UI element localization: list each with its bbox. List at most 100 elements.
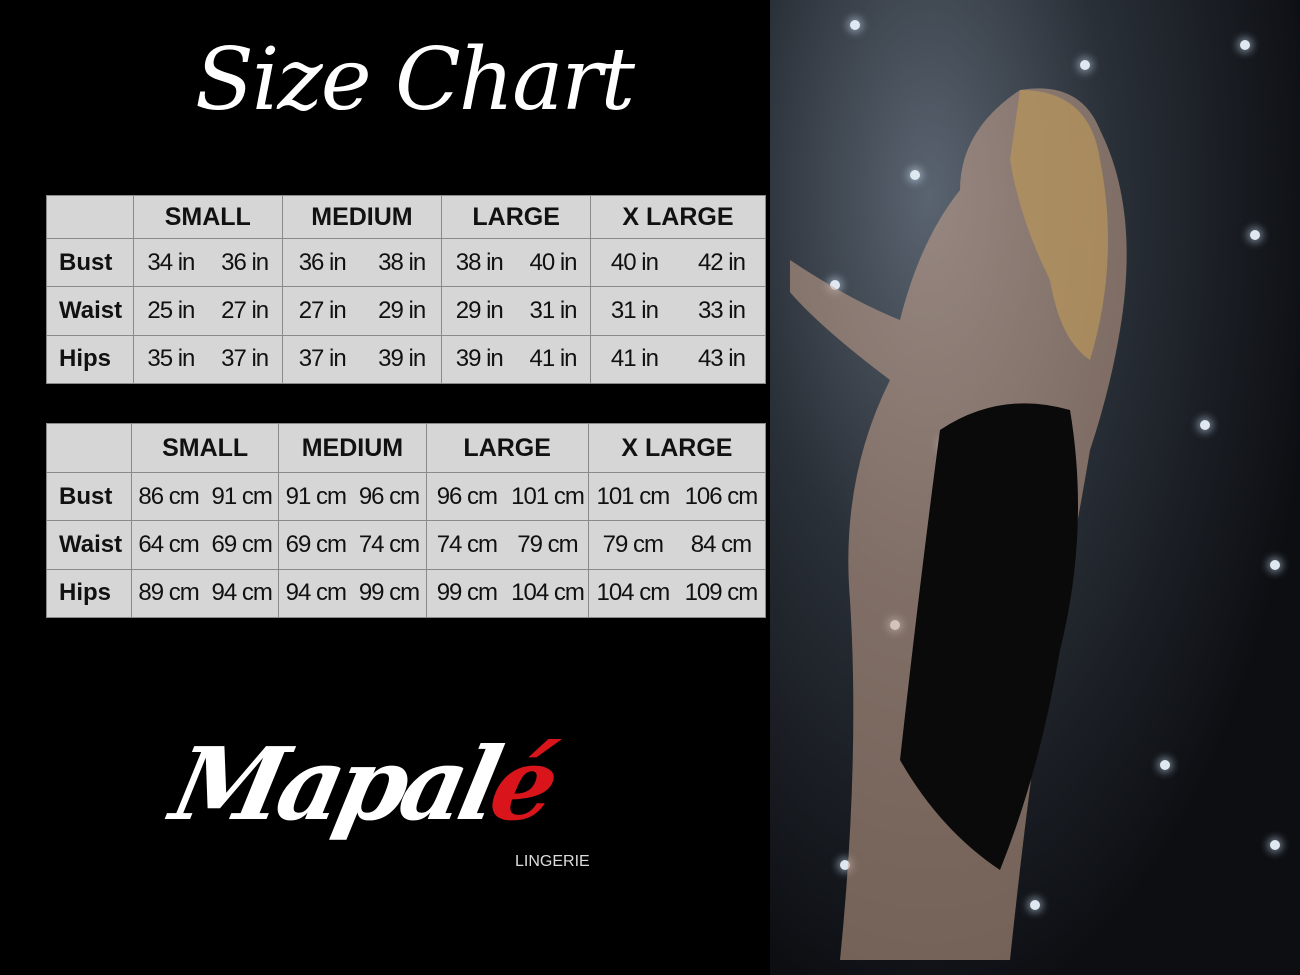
range-min: 79 cm bbox=[602, 530, 664, 558]
range-min: 89 cm bbox=[138, 579, 199, 607]
range-max: 38 in bbox=[378, 248, 426, 276]
model-photo bbox=[770, 0, 1300, 975]
size-range-cell: 94 cm 99 cm bbox=[278, 568, 427, 619]
range-min: 38 in bbox=[455, 248, 504, 276]
measure-label: Bust bbox=[46, 471, 132, 522]
tufted-button-decoration bbox=[830, 280, 840, 290]
logo-subtitle: LINGERIE bbox=[515, 853, 590, 870]
tufted-button-decoration bbox=[1030, 900, 1040, 910]
size-range-cell: 74 cm 79 cm bbox=[425, 520, 589, 570]
range-max: 31 in bbox=[529, 296, 577, 324]
range-min: 91 cm bbox=[285, 482, 347, 510]
range-max: 91 cm bbox=[211, 482, 273, 510]
range-min: 29 in bbox=[455, 296, 504, 324]
range-min: 37 in bbox=[298, 345, 347, 373]
size-range-cell: 104 cm 109 cm bbox=[587, 568, 767, 619]
measure-label: Waist bbox=[46, 286, 134, 336]
size-range-cell: 69 cm 74 cm bbox=[278, 520, 427, 570]
tufted-button-decoration bbox=[1270, 560, 1280, 570]
tufted-button-decoration bbox=[1250, 230, 1260, 240]
range-min: 104 cm bbox=[596, 579, 670, 607]
range-min: 99 cm bbox=[436, 579, 498, 607]
size-range-cell: 31 in 33 in bbox=[589, 286, 767, 336]
header-size: X LARGE bbox=[589, 195, 767, 239]
size-range-cell: 36 in 38 in bbox=[281, 237, 443, 288]
range-min: 34 in bbox=[147, 248, 195, 276]
size-range-cell: 34 in 36 in bbox=[133, 237, 283, 288]
table-row: Bust 86 cm 91 cm 91 cm 96 cm 96 cm 101 cm 101 c… bbox=[46, 471, 767, 522]
table-row: Hips 35 in 37 in 37 in 39 in 39 in 41 in 41 in 4… bbox=[46, 334, 767, 385]
range-max: 106 cm bbox=[684, 482, 759, 510]
range-max: 101 cm bbox=[511, 482, 585, 510]
range-max: 33 in bbox=[697, 296, 746, 324]
range-min: 35 in bbox=[147, 345, 195, 373]
size-range-cell: 40 in 42 in bbox=[589, 237, 767, 288]
header-size: LARGE bbox=[425, 423, 589, 473]
range-min: 40 in bbox=[610, 248, 659, 276]
range-max: 29 in bbox=[378, 296, 426, 324]
model-silhouette bbox=[790, 88, 1127, 960]
header-size: SMALL bbox=[133, 195, 283, 239]
range-min: 69 cm bbox=[285, 530, 347, 558]
range-min: 86 cm bbox=[138, 482, 199, 510]
tufted-button-decoration bbox=[1240, 40, 1250, 50]
range-max: 27 in bbox=[221, 296, 269, 324]
range-max: 42 in bbox=[697, 248, 746, 276]
logo-wordmark: Mapalé bbox=[162, 725, 564, 843]
size-table-cm: SMALL MEDIUM LARGE X LARGE Bust 86 cm 91 cm 91 … bbox=[46, 423, 767, 619]
header-size: MEDIUM bbox=[278, 423, 427, 473]
range-min: 101 cm bbox=[596, 482, 670, 510]
range-max: 39 in bbox=[378, 345, 426, 373]
range-min: 25 in bbox=[147, 296, 195, 324]
range-min: 96 cm bbox=[436, 482, 498, 510]
range-max: 84 cm bbox=[690, 530, 752, 558]
size-range-cell: 86 cm 91 cm bbox=[130, 471, 280, 522]
size-range-cell: 25 in 27 in bbox=[133, 286, 283, 336]
tufted-button-decoration bbox=[1200, 420, 1210, 430]
range-max: 43 in bbox=[697, 345, 746, 373]
size-range-cell: 79 cm 84 cm bbox=[587, 520, 767, 570]
range-max: 109 cm bbox=[684, 579, 759, 607]
range-max: 69 cm bbox=[211, 530, 273, 558]
range-min: 39 in bbox=[455, 345, 504, 373]
header-size: LARGE bbox=[441, 195, 591, 239]
table-row: Waist 64 cm 69 cm 69 cm 74 cm 74 cm 79 cm 79 cm… bbox=[46, 520, 767, 570]
range-max: 99 cm bbox=[358, 579, 420, 607]
range-max: 94 cm bbox=[211, 579, 273, 607]
measure-label: Waist bbox=[46, 520, 132, 570]
range-max: 74 cm bbox=[358, 530, 420, 558]
header-size: X LARGE bbox=[587, 423, 767, 473]
range-min: 36 in bbox=[298, 248, 347, 276]
page-title: Size Chart bbox=[195, 30, 635, 130]
table-header-row: SMALL MEDIUM LARGE X LARGE bbox=[46, 195, 767, 239]
table-header-row: SMALL MEDIUM LARGE X LARGE bbox=[46, 423, 767, 473]
table-row: Hips 89 cm 94 cm 94 cm 99 cm 99 cm 104 cm 104 c… bbox=[46, 568, 767, 619]
range-max: 37 in bbox=[221, 345, 269, 373]
size-range-cell: 35 in 37 in bbox=[133, 334, 283, 385]
range-max: 79 cm bbox=[517, 530, 578, 558]
measure-label: Bust bbox=[46, 237, 134, 288]
brand-logo: Mapalé LINGERIE bbox=[162, 725, 615, 885]
measure-label: Hips bbox=[46, 334, 134, 385]
size-range-cell: 41 in 43 in bbox=[589, 334, 767, 385]
table-row: Bust 34 in 36 in 36 in 38 in 38 in 40 in 40 in 4… bbox=[46, 237, 767, 288]
range-max: 40 in bbox=[529, 248, 577, 276]
range-min: 64 cm bbox=[138, 530, 199, 558]
size-range-cell: 64 cm 69 cm bbox=[130, 520, 280, 570]
table-row: Waist 25 in 27 in 27 in 29 in 29 in 31 in 31 in… bbox=[46, 286, 767, 336]
size-range-cell: 37 in 39 in bbox=[281, 334, 443, 385]
range-min: 94 cm bbox=[285, 579, 347, 607]
tufted-button-decoration bbox=[1080, 60, 1090, 70]
size-range-cell: 99 cm 104 cm bbox=[425, 568, 589, 619]
range-min: 31 in bbox=[610, 296, 659, 324]
size-range-cell: 101 cm 106 cm bbox=[587, 471, 767, 522]
header-empty bbox=[46, 423, 132, 473]
tufted-button-decoration bbox=[850, 20, 860, 30]
measure-label: Hips bbox=[46, 568, 132, 619]
size-range-cell: 89 cm 94 cm bbox=[130, 568, 280, 619]
header-size: SMALL bbox=[130, 423, 280, 473]
size-range-cell: 38 in 40 in bbox=[441, 237, 591, 288]
header-empty bbox=[46, 195, 134, 239]
range-max: 96 cm bbox=[358, 482, 420, 510]
size-range-cell: 39 in 41 in bbox=[441, 334, 591, 385]
